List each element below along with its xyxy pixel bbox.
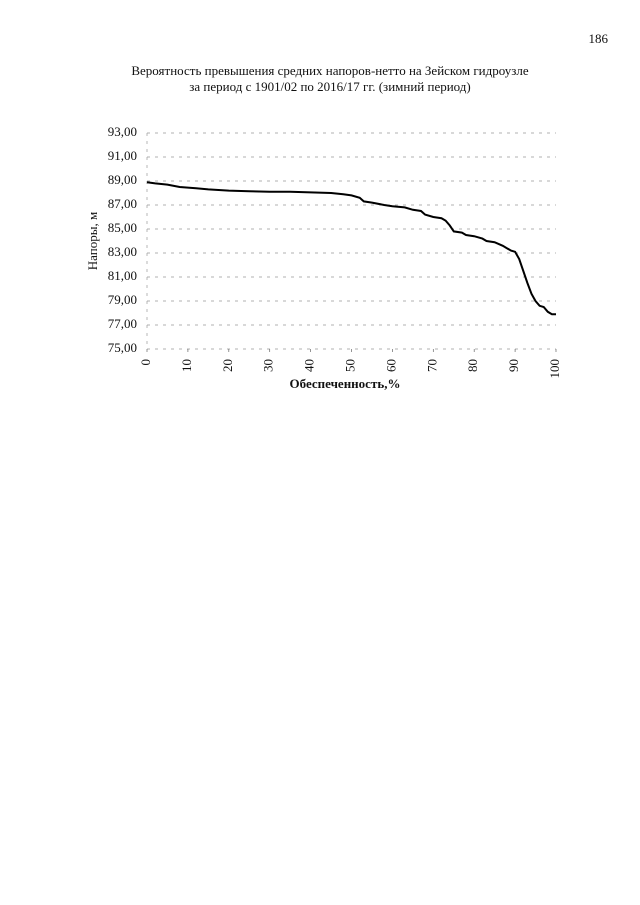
y-tick-label: 93,00 (108, 124, 137, 139)
x-tick-label: 100 (547, 359, 562, 379)
x-tick-label: 50 (342, 359, 357, 372)
y-tick-label: 79,00 (108, 292, 137, 307)
y-tick-label: 91,00 (108, 148, 137, 163)
y-tick-label: 77,00 (108, 316, 137, 331)
y-axis-label: Напоры, м (85, 212, 100, 270)
x-tick-label: 90 (506, 359, 521, 372)
y-tick-label: 75,00 (108, 340, 137, 355)
x-tick-label: 80 (465, 359, 480, 372)
page-number: 186 (589, 31, 609, 46)
x-tick-label: 30 (261, 359, 276, 372)
y-tick-label: 85,00 (108, 220, 137, 235)
y-tick-label: 87,00 (108, 196, 137, 211)
y-tick-label: 81,00 (108, 268, 137, 283)
x-tick-label: 60 (383, 359, 398, 372)
data-line (146, 181, 556, 316)
y-tick-label: 89,00 (108, 172, 137, 187)
x-tick-label: 10 (179, 359, 194, 372)
x-tick-label: 40 (302, 359, 317, 372)
x-tick-label: 70 (424, 359, 439, 372)
y-tick-label: 83,00 (108, 244, 137, 259)
x-tick-label: 20 (220, 359, 235, 372)
x-axis-label: Обеспеченность,% (290, 376, 401, 391)
chart-subtitle: за период с 1901/02 по 2016/17 гг. (зимн… (189, 79, 471, 94)
x-tick-label: 0 (138, 359, 153, 366)
chart-title: Вероятность превышения средних напоров-н… (131, 63, 528, 78)
